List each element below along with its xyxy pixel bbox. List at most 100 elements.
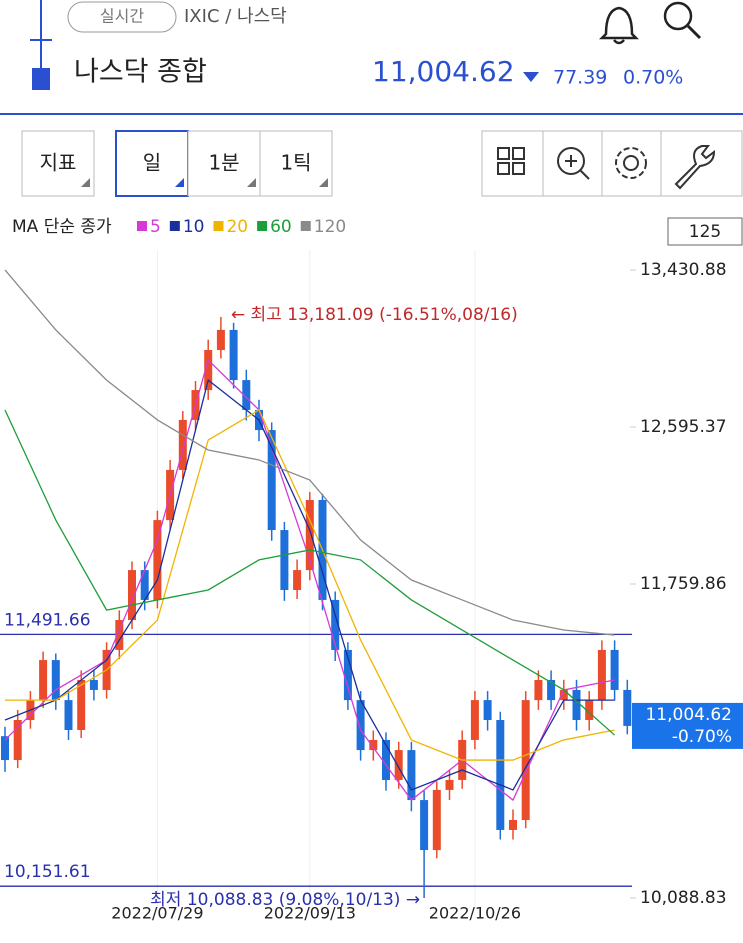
x-tick-label: 2022/10/26 — [429, 904, 521, 923]
count-text: 125 — [689, 222, 721, 242]
ma-line — [4, 409, 616, 736]
index-change: 77.39 — [553, 67, 607, 89]
tool-group — [481, 130, 743, 197]
badge-text: 실시간 — [100, 7, 144, 26]
tool-button[interactable] — [21, 130, 95, 197]
x-tick-label: 2022/09/13 — [264, 904, 356, 923]
legend-title: MA 단순 종가 — [12, 217, 112, 237]
candle-body — [509, 819, 517, 830]
candle-body — [356, 700, 365, 751]
ma-line — [4, 269, 615, 636]
price-line-label: 11,491.66 — [4, 610, 91, 630]
legend: MA 단순 종가 5 10 20 60 120 — [12, 217, 346, 237]
ma-line — [4, 378, 615, 791]
candle-body — [280, 530, 289, 590]
price-line-label: 10,151.61 — [4, 862, 91, 882]
index-name: 나스닥 종합 — [74, 57, 207, 88]
candle-body — [534, 679, 543, 701]
candle-body — [521, 700, 530, 820]
legend-label: 120 — [314, 217, 346, 237]
index-pct: 0.70% — [623, 67, 683, 89]
y-tick-label: 13,430.88 — [640, 260, 727, 280]
high-note: ← 최고 13,181.09 (-16.51%,08/16) — [231, 305, 518, 325]
y-tick-label: 10,088.83 — [640, 888, 727, 908]
candle-body — [242, 380, 251, 410]
last-price-tag — [632, 702, 743, 749]
candle-body — [305, 499, 314, 571]
candle-body — [445, 779, 454, 790]
y-tick-label: 11,759.86 — [640, 574, 727, 594]
candle-body — [483, 700, 492, 721]
legend-swatch — [137, 221, 147, 231]
last-price: 11,004.62 — [645, 705, 732, 725]
tool-label: 일 — [143, 151, 161, 175]
candle-body — [585, 700, 594, 721]
tool-label: 지표 — [40, 151, 77, 175]
candle-body — [407, 750, 416, 801]
corner-mark — [81, 178, 90, 187]
y-tick-label: 12,595.37 — [640, 417, 727, 437]
candle-body — [204, 350, 213, 391]
badge[interactable] — [67, 1, 177, 33]
candle-body — [597, 649, 606, 701]
candle-body — [382, 739, 390, 780]
tool-button[interactable] — [259, 130, 333, 197]
candle-body — [115, 620, 124, 650]
candle-body — [229, 329, 238, 381]
candle-body — [178, 419, 187, 470]
low-note: 최저 10,088.83 (9.08%,10/13) → — [150, 890, 420, 910]
candle-body — [77, 679, 86, 730]
breadcrumb: IXIC / 나스닥 — [184, 6, 287, 27]
legend-label: 10 — [183, 217, 205, 237]
candle-body — [369, 739, 378, 751]
down-arrow — [523, 72, 539, 82]
legend-label: 20 — [226, 217, 248, 237]
candle-body — [343, 649, 352, 701]
candle-body — [293, 570, 302, 590]
legend-swatch — [169, 221, 180, 231]
candle-body — [547, 679, 556, 701]
candle-body — [216, 329, 225, 351]
legend-swatch — [300, 221, 311, 231]
logo-box — [32, 68, 50, 90]
candle-body — [13, 720, 22, 761]
x-tick-label: 2022/07/29 — [111, 904, 203, 923]
candle-body — [89, 679, 98, 690]
candle-body — [128, 570, 136, 621]
candle-body — [420, 800, 429, 851]
toolbar: 지표 일 1분 1틱 — [21, 130, 333, 197]
plot: 13,430.88 12,595.37 11,759.86 10,088.83 2022… — [0, 250, 743, 923]
candle-body — [64, 700, 73, 730]
last-pct: -0.70% — [672, 727, 732, 747]
legend-swatch — [213, 221, 224, 231]
tool-button[interactable] — [187, 130, 261, 197]
candle-body — [572, 689, 581, 721]
bell-icon[interactable] — [598, 6, 640, 45]
candle-body — [140, 570, 149, 600]
candle-body — [623, 689, 632, 726]
tool-button[interactable] — [115, 130, 189, 197]
candle-body — [610, 649, 619, 690]
index-price: 11,004.62 — [372, 55, 515, 88]
candle-body — [470, 700, 479, 740]
search-icon[interactable] — [663, 1, 693, 31]
candle-body — [432, 789, 441, 851]
legend-swatch — [257, 221, 268, 231]
candle-body — [394, 750, 403, 780]
tool-icons[interactable] — [497, 145, 716, 190]
candle-body — [51, 660, 60, 701]
candle-body — [559, 689, 568, 701]
candle-body — [1, 736, 9, 761]
legend-label: 5 — [150, 217, 161, 237]
ma-line — [5, 409, 615, 761]
tool-label: 1틱 — [280, 151, 311, 175]
legend-label: 60 — [270, 217, 292, 237]
corner-mark — [247, 178, 256, 187]
corner-mark — [175, 178, 184, 187]
candle-body — [39, 660, 48, 701]
tool-label: 1분 — [208, 151, 239, 175]
candle-body — [496, 720, 505, 830]
count-box[interactable] — [667, 217, 743, 246]
